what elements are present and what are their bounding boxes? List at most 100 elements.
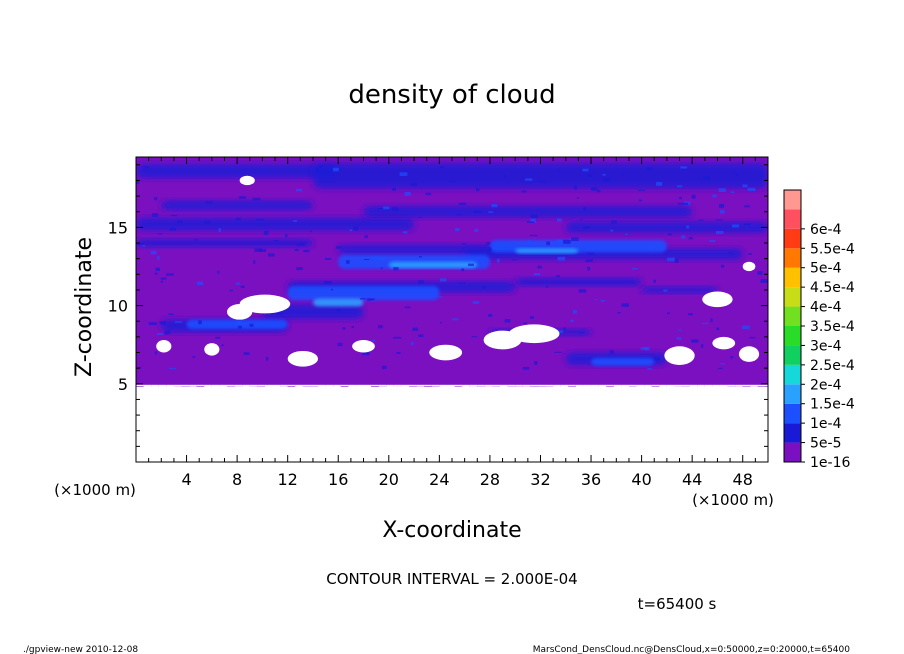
- density-speckle: [596, 189, 601, 193]
- density-band: [641, 286, 718, 294]
- density-speckle: [157, 256, 160, 260]
- density-band: [136, 239, 313, 247]
- density-speckle: [563, 239, 571, 244]
- x-axis-title: X-coordinate: [382, 518, 521, 543]
- density-speckle: [337, 342, 343, 347]
- clear-air-gap: [239, 294, 291, 314]
- density-speckle: [154, 351, 157, 355]
- x-tick-label: 8: [232, 470, 242, 489]
- cloud-base-edge: [242, 384, 250, 388]
- density-speckle: [703, 175, 711, 180]
- cloud-base-edge: [227, 384, 235, 387]
- cloud-base-edge: [575, 384, 584, 388]
- y-axis-title: Z-coordinate: [72, 237, 97, 377]
- density-speckle: [488, 247, 492, 251]
- x-tick-label: 12: [278, 470, 298, 489]
- cloud-base-edge: [401, 384, 410, 388]
- density-speckle: [677, 202, 683, 205]
- density-speckle: [472, 301, 480, 304]
- density-speckle: [451, 318, 459, 321]
- density-speckle: [474, 228, 479, 232]
- cloud-base-edge: [348, 384, 356, 388]
- clear-air-gap: [239, 175, 255, 186]
- density-speckle: [555, 330, 564, 334]
- cloud-base-edge: [393, 384, 402, 387]
- density-speckle: [747, 187, 756, 192]
- density-speckle: [686, 225, 689, 229]
- density-speckle: [649, 247, 652, 250]
- cloud-base-edge: [568, 384, 576, 387]
- density-speckle: [154, 272, 158, 275]
- cloud-base-edge: [272, 384, 281, 388]
- clear-air-gap: [742, 261, 756, 272]
- density-speckle: [571, 237, 579, 241]
- x-tick-label: 28: [480, 470, 500, 489]
- cloud-base-edge: [697, 384, 705, 388]
- clear-air-gap: [287, 350, 319, 367]
- density-speckle: [676, 337, 682, 340]
- colorbar-label: 1e-16: [810, 455, 850, 471]
- density-speckle: [151, 213, 159, 217]
- density-speckle: [136, 180, 140, 185]
- density-speckle: [254, 248, 262, 252]
- density-speckle: [511, 259, 518, 261]
- cloud-base-edge: [264, 384, 273, 388]
- clear-air-gap: [738, 346, 760, 362]
- cloud-base-edge: [355, 384, 364, 388]
- density-field: [136, 157, 768, 462]
- density-speckle: [730, 191, 735, 193]
- density-speckle: [336, 309, 341, 312]
- cloud-base-edge: [522, 384, 531, 387]
- density-speckle: [730, 356, 734, 359]
- density-speckle: [449, 180, 457, 183]
- cloud-base-edge: [674, 384, 683, 387]
- density-speckle: [715, 219, 723, 221]
- cloud-base-edge: [727, 384, 736, 387]
- density-speckle: [294, 248, 299, 252]
- density-speckle: [371, 339, 376, 342]
- density-speckle: [412, 327, 418, 331]
- y-tick-label: 15: [108, 218, 128, 237]
- cloud-base-edge: [249, 384, 258, 387]
- density-speckle: [538, 180, 546, 183]
- density-speckle: [473, 210, 481, 214]
- density-speckle: [456, 214, 463, 216]
- density-speckle: [621, 303, 629, 307]
- density-speckle: [496, 258, 500, 263]
- cloud-base-edge: [189, 384, 197, 387]
- density-speckle: [324, 281, 332, 284]
- density-speckle: [533, 273, 541, 276]
- cloud-base-edge: [477, 384, 485, 387]
- cloud-base-edge: [704, 384, 713, 388]
- cloud-base-edge: [151, 384, 159, 388]
- density-speckle: [296, 243, 305, 247]
- density-speckle: [602, 173, 606, 176]
- density-band: [565, 221, 768, 233]
- density-speckle: [570, 319, 574, 322]
- density-speckle: [204, 220, 211, 224]
- density-speckle: [137, 242, 144, 246]
- cloud-base-edge: [325, 384, 334, 388]
- x-tick-label: 4: [181, 470, 191, 489]
- cloud-base-edge: [280, 384, 288, 387]
- density-speckle: [243, 352, 250, 355]
- density-speckle: [160, 277, 167, 280]
- cloud-base-edge: [765, 384, 768, 387]
- density-speckle: [197, 281, 204, 286]
- plot-area: [136, 157, 768, 462]
- cloud-base-edge: [257, 384, 265, 387]
- cloud-base-edge: [537, 384, 546, 387]
- density-speckle: [718, 367, 723, 369]
- density-speckle: [578, 332, 585, 334]
- density-speckle: [292, 220, 298, 222]
- density-speckle: [156, 333, 164, 335]
- cloud-base-edge: [211, 384, 220, 388]
- density-speckle: [525, 178, 533, 181]
- density-speckle: [573, 185, 578, 190]
- cloud-base-edge: [636, 384, 645, 388]
- density-speckle: [529, 316, 535, 319]
- x-tick-label: 24: [429, 470, 449, 489]
- cloud-base-edge: [310, 384, 319, 387]
- density-speckle: [383, 206, 390, 210]
- density-speckle: [273, 240, 279, 242]
